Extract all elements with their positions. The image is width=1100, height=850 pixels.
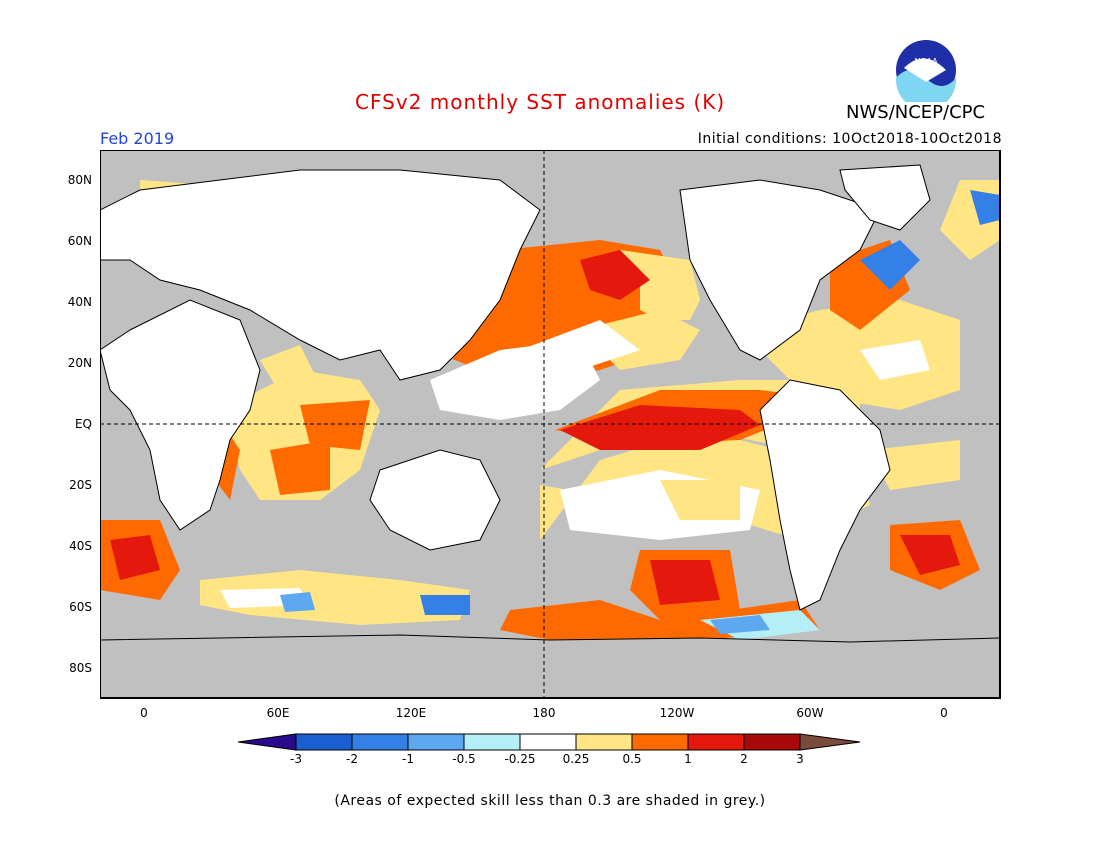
- north-america-land: [679, 179, 881, 361]
- lon-label-60e: 60E: [266, 706, 290, 720]
- colorbar-bin: [407, 733, 465, 751]
- colorbar-bin: [687, 733, 745, 751]
- map-title: CFSv2 monthly SST anomalies (K): [355, 90, 726, 114]
- logo-wave: [896, 70, 956, 102]
- lat-label-eq: EQ: [74, 417, 92, 431]
- colorbar: [238, 733, 861, 751]
- logo-bird: [904, 58, 946, 82]
- colorbar-label: 3: [796, 752, 804, 766]
- lon-label-60w: 60W: [796, 706, 824, 720]
- colorbar-label: 0.5: [622, 752, 642, 766]
- colorbar-bin: [575, 733, 633, 751]
- initial-conditions: Initial conditions: 10Oct2018-10Oct2018: [697, 131, 1002, 147]
- colorbar-bin: [743, 733, 801, 751]
- colorbar-label: -0.25: [504, 752, 536, 766]
- logo-text: NOAA: [914, 57, 938, 66]
- colorbar-bin: [463, 733, 521, 751]
- colorbar-upper-arrow: [799, 733, 861, 751]
- colorbar-label: 1: [684, 752, 692, 766]
- skill-footnote: (Areas of expected skill less than 0.3 a…: [334, 793, 766, 809]
- lat-label-20s: 20S: [69, 478, 92, 492]
- colorbar-label: -0.5: [452, 752, 476, 766]
- colorbar-lower-arrow: [238, 733, 297, 751]
- agency-label: NWS/NCEP/CPC: [846, 102, 986, 123]
- lon-label-0-east: 0: [940, 706, 948, 720]
- colorbar-label: 0.25: [562, 752, 590, 766]
- lat-label-60n: 60N: [67, 234, 92, 248]
- lat-label-60s: 60S: [69, 600, 92, 614]
- colorbar-label: 2: [740, 752, 748, 766]
- south-america-land: [759, 379, 891, 611]
- lon-label-120w: 120W: [659, 706, 695, 720]
- lat-label-20n: 20N: [67, 356, 92, 370]
- australia-land: [369, 449, 501, 551]
- map-frame: [100, 150, 1001, 699]
- lon-label-120e: 120E: [395, 706, 427, 720]
- antarctica-land: [100, 634, 1000, 698]
- colorbar-bin: [351, 733, 409, 751]
- lat-label-40n: 40N: [67, 295, 92, 309]
- africa-land: [100, 299, 261, 531]
- lon-label-180: 180: [532, 706, 556, 720]
- greenland-land: [839, 164, 931, 231]
- forecast-month: Feb 2019: [100, 129, 175, 148]
- lat-label-80n: 80N: [67, 173, 92, 187]
- sst-anomaly-map: [100, 150, 1001, 699]
- colorbar-label: -2: [346, 752, 358, 766]
- lat-label-40s: 40S: [69, 539, 92, 553]
- colorbar-bin: [631, 733, 689, 751]
- colorbar-label: -1: [402, 752, 414, 766]
- noaa-logo: NOAA: [896, 40, 956, 102]
- lat-label-80s: 80S: [69, 661, 92, 675]
- lon-label-0: 0: [140, 706, 148, 720]
- eurasia-land: [100, 169, 541, 381]
- colorbar-label: -3: [290, 752, 302, 766]
- colorbar-bin: [295, 733, 353, 751]
- colorbar-bin: [519, 733, 577, 751]
